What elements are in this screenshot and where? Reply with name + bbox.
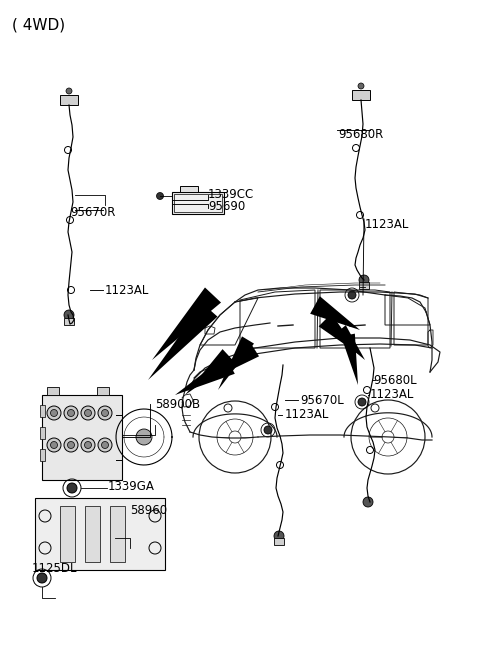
Text: 58960: 58960 [130, 504, 167, 516]
Circle shape [64, 406, 78, 420]
Text: 95680L: 95680L [373, 373, 417, 386]
Circle shape [67, 483, 77, 493]
Circle shape [68, 441, 74, 449]
Circle shape [84, 441, 92, 449]
Circle shape [101, 441, 108, 449]
Bar [60, 95, 78, 105]
Polygon shape [200, 344, 259, 385]
Bar [85, 506, 100, 562]
Text: 95670R: 95670R [70, 207, 115, 220]
Polygon shape [319, 314, 360, 355]
Circle shape [101, 409, 108, 417]
Bar [180, 186, 198, 192]
Text: 1339GA: 1339GA [108, 480, 155, 493]
Circle shape [359, 275, 369, 285]
Text: 95670L: 95670L [300, 394, 344, 407]
Circle shape [363, 497, 373, 507]
Text: 58900B: 58900B [155, 398, 200, 411]
Circle shape [98, 438, 112, 452]
Text: 1125DL: 1125DL [32, 562, 77, 575]
Polygon shape [185, 349, 233, 395]
Bar [359, 282, 369, 289]
Bar [274, 538, 284, 545]
Bar [110, 506, 125, 562]
Circle shape [47, 406, 61, 420]
Circle shape [84, 409, 92, 417]
Circle shape [47, 438, 61, 452]
Circle shape [50, 409, 58, 417]
Polygon shape [310, 297, 360, 330]
Polygon shape [175, 356, 235, 395]
Circle shape [37, 573, 47, 583]
Circle shape [68, 409, 74, 417]
Bar [97, 387, 109, 395]
Text: 1339CC: 1339CC [208, 188, 254, 201]
Circle shape [264, 426, 272, 434]
Circle shape [64, 310, 74, 320]
Polygon shape [218, 337, 254, 390]
Bar [40, 449, 45, 461]
Circle shape [64, 438, 78, 452]
Polygon shape [148, 303, 217, 380]
Circle shape [136, 429, 152, 445]
Circle shape [66, 88, 72, 94]
Text: 95690: 95690 [208, 201, 245, 213]
Circle shape [81, 438, 95, 452]
Bar [42, 395, 122, 480]
Circle shape [156, 192, 164, 199]
Bar [172, 192, 224, 214]
Circle shape [50, 441, 58, 449]
Bar [40, 427, 45, 439]
Bar [174, 194, 222, 212]
Polygon shape [341, 334, 358, 385]
Text: 1123AL: 1123AL [105, 283, 149, 297]
Bar [60, 506, 75, 562]
Circle shape [358, 398, 366, 406]
Text: ( 4WD): ( 4WD) [12, 18, 65, 33]
Bar [64, 318, 74, 325]
Polygon shape [152, 287, 221, 360]
Bar [40, 405, 45, 417]
Circle shape [98, 406, 112, 420]
Bar [35, 498, 165, 570]
Text: 1123AL: 1123AL [285, 409, 329, 422]
Text: 1123AL: 1123AL [370, 388, 414, 401]
Bar [47, 387, 59, 395]
Text: 95680R: 95680R [338, 129, 383, 142]
Text: 1123AL: 1123AL [365, 218, 409, 232]
Bar [352, 90, 370, 100]
Circle shape [358, 83, 364, 89]
Circle shape [81, 406, 95, 420]
Circle shape [274, 531, 284, 541]
Circle shape [348, 291, 356, 299]
Polygon shape [334, 325, 365, 360]
